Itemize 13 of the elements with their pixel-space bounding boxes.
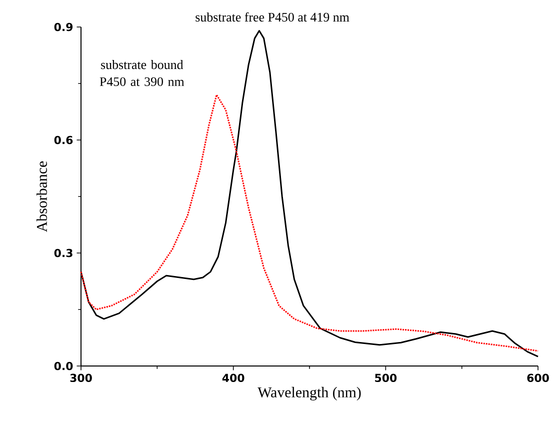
annotation: substrate bound P450 at 390 nm — [100, 60, 184, 86]
x-tick-label: 400 — [222, 374, 244, 382]
annotation: substrate free P450 at 419 nm — [196, 12, 350, 22]
y-tick-label: 0.0 — [54, 362, 73, 370]
y-tick-label: 0.3 — [54, 248, 72, 258]
x-tick-label: 300 — [70, 374, 92, 382]
y-tick-label: 0.9 — [54, 22, 73, 32]
x-axis-title: Wavelength (nm) — [258, 386, 361, 400]
x-tick-label: 600 — [527, 374, 549, 382]
x-tick-label: 500 — [375, 374, 397, 382]
line-series — [80, 94, 539, 352]
y-tick-label: 0.6 — [54, 136, 73, 144]
y-axis-title: Absorbance — [36, 161, 47, 232]
